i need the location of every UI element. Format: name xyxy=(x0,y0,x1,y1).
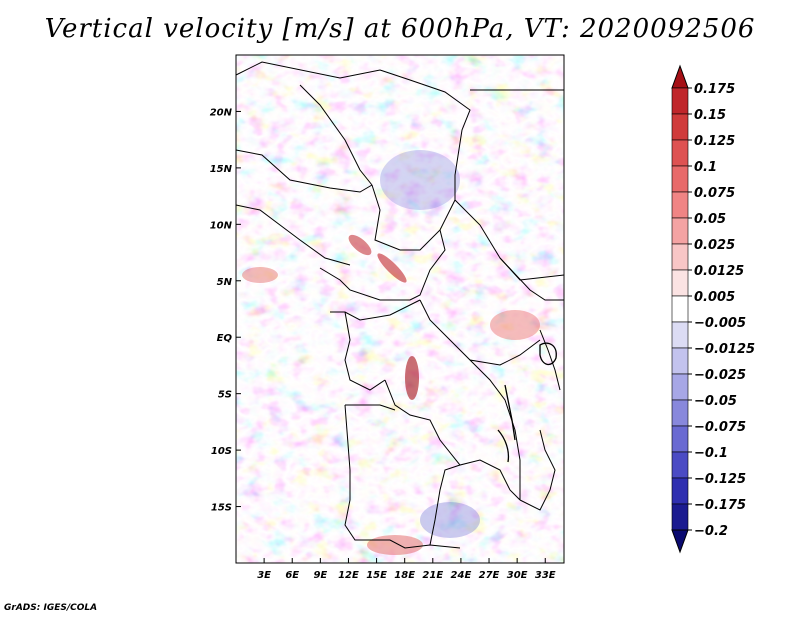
lon-label: 21E xyxy=(422,570,443,581)
country-borders xyxy=(235,61,565,549)
velocity-field xyxy=(236,55,564,563)
colorbar-label: −0.05 xyxy=(694,394,737,409)
colorbar-segment xyxy=(671,373,689,401)
colorbar-label: 0.05 xyxy=(694,212,726,227)
colorbar-label: 0.1 xyxy=(694,160,717,175)
lat-label: 5N xyxy=(217,277,233,288)
colorbar-label: 0.075 xyxy=(694,186,735,201)
colorbar-segment xyxy=(671,295,689,323)
colorbar-segment xyxy=(671,425,689,453)
lon-label: 30E xyxy=(507,570,528,581)
colorbar: 0.175 0.15 0.125 0.1 0.075 0.05 0.025 0.0125 0.0… xyxy=(671,64,755,554)
lon-label: 24E xyxy=(451,570,472,581)
chart-title: Vertical velocity [m/s] at 600hPa, VT: 2… xyxy=(44,14,756,44)
colorbar-label: −0.025 xyxy=(694,368,746,383)
colorbar-segment xyxy=(671,347,689,375)
colorbar-segment xyxy=(671,321,689,349)
longitude-axis: 3E 6E 9E 12E 15E 18E 21E 24E 27E 30E 33E xyxy=(257,558,556,581)
colorbar-segment xyxy=(671,113,689,141)
colorbar-segment xyxy=(671,217,689,245)
colorbar-label: −0.2 xyxy=(694,524,728,539)
colorbar-label: −0.0125 xyxy=(694,342,755,357)
colorbar-label: 0.005 xyxy=(694,290,735,305)
colorbar-segment xyxy=(671,399,689,427)
colorbar-segment xyxy=(671,139,689,167)
credit-label: GrADS: IGES/COLA xyxy=(4,603,98,613)
lon-label: 12E xyxy=(338,570,359,581)
lake-outlines xyxy=(497,342,557,463)
colorbar-label: 0.125 xyxy=(694,134,735,149)
lon-label: 9E xyxy=(313,570,327,581)
lon-label: 15E xyxy=(366,570,387,581)
colorbar-label: −0.1 xyxy=(694,446,728,461)
colorbar-label: 0.0125 xyxy=(694,264,744,279)
colorbar-segment xyxy=(671,191,689,219)
lat-label: 5S xyxy=(218,390,232,401)
colorbar-segment xyxy=(671,477,689,505)
colorbar-segment xyxy=(671,243,689,271)
lon-label: 27E xyxy=(479,570,500,581)
colorbar-segment xyxy=(671,87,689,115)
latitude-axis: 20N 15N 10N 5N EQ 5S 10S 15S xyxy=(210,107,241,514)
lon-label: 18E xyxy=(394,570,415,581)
lon-label: 33E xyxy=(535,570,556,581)
lat-label: EQ xyxy=(217,333,233,344)
colorbar-bottom-arrow xyxy=(671,529,689,554)
map-frame xyxy=(235,54,565,564)
colorbar-segment xyxy=(671,503,689,531)
lat-label: 10N xyxy=(210,220,233,231)
colorbar-label: −0.005 xyxy=(694,316,746,331)
lon-label: 3E xyxy=(257,570,271,581)
colorbar-segment xyxy=(671,451,689,479)
colorbar-label: −0.075 xyxy=(694,420,746,435)
colorbar-label: 0.025 xyxy=(694,238,735,253)
colorbar-label: −0.125 xyxy=(694,472,746,487)
colorbar-top-arrow xyxy=(671,64,689,89)
lat-label: 15S xyxy=(211,503,232,514)
colorbar-label: 0.175 xyxy=(694,82,735,97)
lat-label: 20N xyxy=(210,107,233,118)
colorbar-label: 0.15 xyxy=(694,108,726,123)
colorbar-label: −0.175 xyxy=(694,498,746,513)
lon-label: 6E xyxy=(285,570,299,581)
colorbar-segment xyxy=(671,269,689,297)
lat-label: 10S xyxy=(211,446,232,457)
colorbar-segment xyxy=(671,165,689,193)
lat-label: 15N xyxy=(210,164,233,175)
